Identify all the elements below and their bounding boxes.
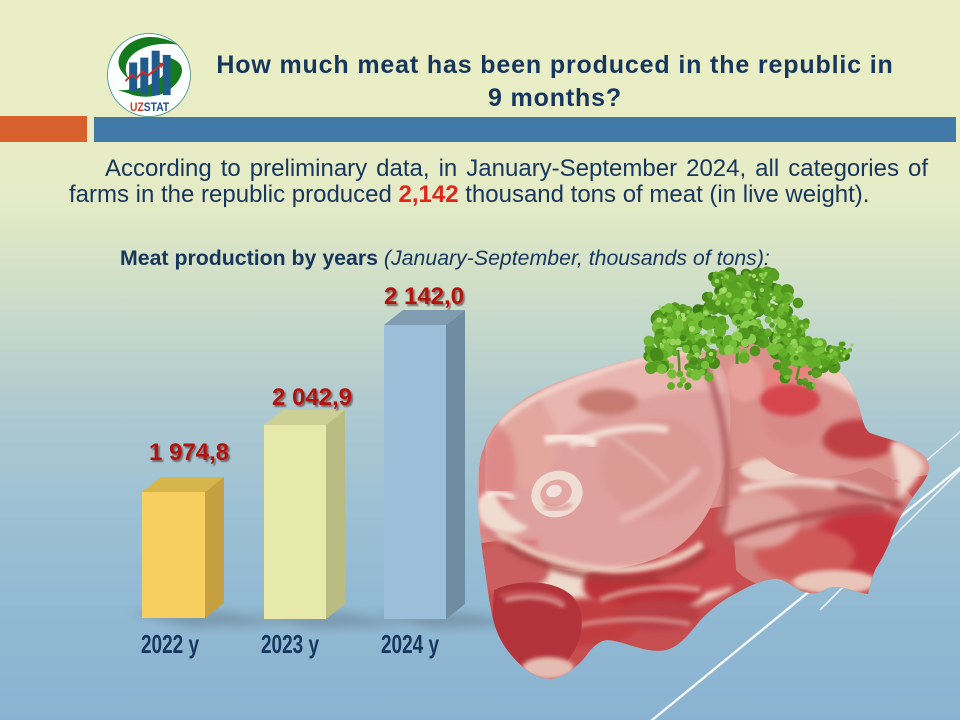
svg-text:UZSTAT: UZSTAT: [130, 101, 169, 114]
